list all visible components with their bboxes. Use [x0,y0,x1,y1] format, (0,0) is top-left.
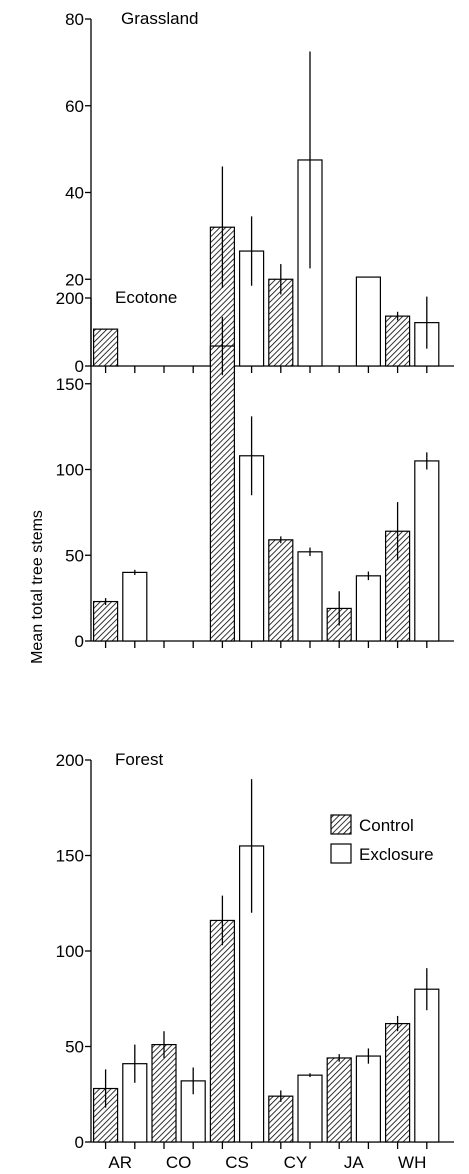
x-tick-label-co: CO [166,1153,192,1172]
bar-control-wh [385,315,411,367]
legend-label-control: Control [359,816,414,835]
y-tick-label: 0 [75,357,84,376]
bar-control-co [151,1043,177,1143]
x-tick-label-cs: CS [225,1153,249,1172]
y-tick-label: 100 [56,942,84,961]
y-tick-label: 40 [65,184,84,203]
bar-control-ar [92,600,119,642]
x-tick-label-wh: WH [398,1153,426,1172]
bar-exclosure-wh [414,460,440,642]
bar-control-cy [268,539,294,642]
bar-exclosure-ar [122,571,148,642]
y-tick-label: 80 [65,10,84,29]
y-axis-label: Mean total tree stems [29,510,46,664]
bar-exclosure-ja [355,1055,381,1143]
y-tick-label: 0 [75,632,84,651]
panel-title: Grassland [121,9,198,28]
panel-forest: 0 50 100 150 200 Forest [56,750,454,1152]
panel-ecotone: 0 50 100 150 200 Ecotone [56,288,454,651]
y-tick-label: 50 [65,1038,84,1057]
bar-exclosure-ja [355,276,381,367]
legend-label-exclosure: Exclosure [359,845,434,864]
bar-exclosure-cy [297,1074,323,1143]
y-tick-label: 60 [65,97,84,116]
bar-control-ja [326,1057,352,1143]
panel-title: Forest [115,750,163,769]
bar-control-cs [209,345,235,642]
legend-swatch-control [330,814,352,835]
bar-exclosure-wh [414,988,440,1143]
y-tick-label: 200 [56,751,84,770]
panel-title: Ecotone [115,288,177,307]
bar-control-cy [268,1095,294,1143]
x-tick-label-cy: CY [284,1153,308,1172]
bar-control-wh [385,1022,411,1143]
y-tick-label: 100 [56,461,84,480]
y-tick-label: 150 [56,847,84,866]
x-tick-label-ja: JA [344,1153,365,1172]
x-tick-label-ar: AR [108,1153,132,1172]
panels: 0 20 40 60 80 Grassland 0 50 100 150 200 Ecotone 0 50… [56,9,454,1152]
bar-control-ar [92,328,119,367]
x-tick-labels: AR CO CS CY JA WH [108,1153,426,1172]
bar-control-cs [209,919,235,1143]
legend: Control Exclosure [330,814,434,864]
y-tick-label: 150 [56,375,84,394]
legend-swatch-exclosure [330,843,352,864]
y-tick-label: 200 [56,289,84,308]
bar-exclosure-cy [297,551,323,642]
y-tick-label: 20 [65,270,84,289]
y-tick-label: 50 [65,546,84,565]
y-tick-label: 0 [75,1133,84,1152]
bar-exclosure-ja [355,575,381,642]
panel-grassland: 0 20 40 60 80 Grassland [65,9,454,376]
